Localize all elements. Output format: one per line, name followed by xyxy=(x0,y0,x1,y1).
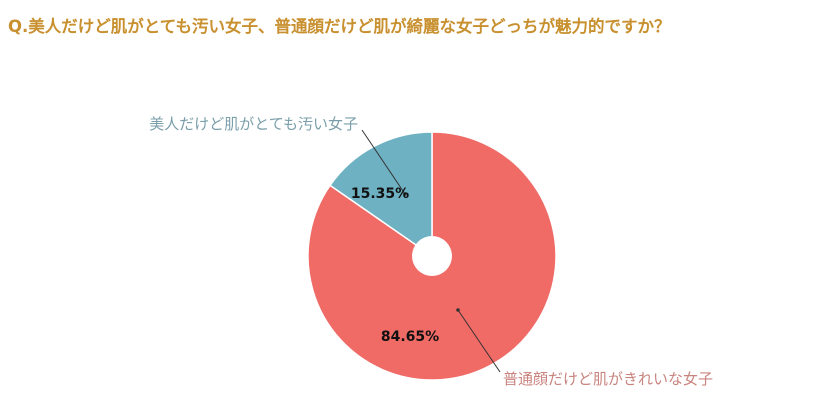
callout-line-1 xyxy=(361,129,406,195)
value-label-1: 15.35% xyxy=(351,186,409,202)
category-label-1: 美人だけど肌がとても汚い女子 xyxy=(149,115,358,133)
category-label-0: 普通顔だけど肌がきれいな女子 xyxy=(503,370,713,388)
callout-dot-0 xyxy=(456,308,460,312)
pie-slice-0 xyxy=(307,131,557,381)
callouts-layer xyxy=(361,129,501,373)
labels-layer: 84.65% 普通顔だけど肌がきれいな女子 15.35% 美人だけど肌がとても汚い女子 xyxy=(149,115,713,388)
callout-dot-1 xyxy=(403,192,407,196)
callout-line-0 xyxy=(457,309,501,373)
donut-hole xyxy=(412,236,452,276)
pie-slice-1 xyxy=(329,131,433,258)
slices-layer xyxy=(307,131,557,381)
page-title: Q.美人だけど肌がとても汚い女子、普通顔だけど肌が綺麗な女子どっちが魅力的ですか… xyxy=(8,17,671,36)
value-label-0: 84.65% xyxy=(381,329,439,345)
